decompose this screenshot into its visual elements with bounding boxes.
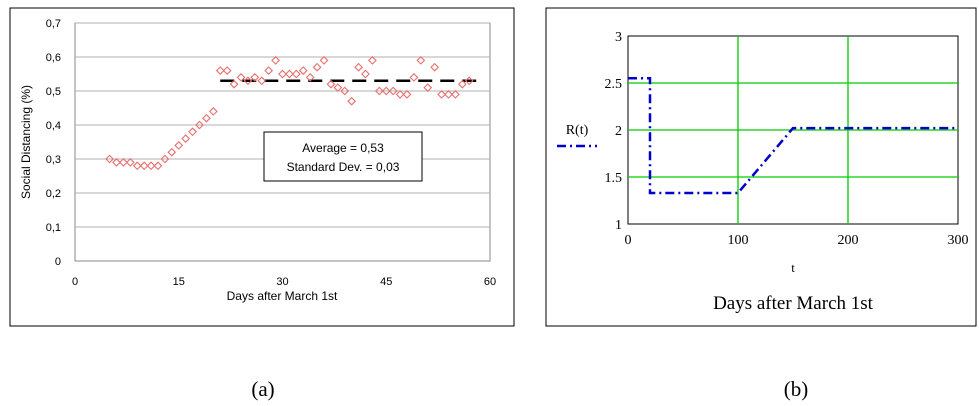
panel-a-x-axis-label: Days after March 1st	[227, 289, 338, 303]
panel-a-y-tick-label: 0,7	[46, 18, 61, 30]
scatter-point	[347, 96, 357, 106]
panel-b-rt-series-line	[628, 77, 958, 195]
panel-a-x-tick-label: 60	[484, 276, 496, 288]
panel-b-x-tick-label: 200	[838, 233, 859, 248]
panel-b: 1 1.5 2 2.5 3 0 100 200 300 R(t) t Days after M…	[545, 7, 977, 327]
scatter-point	[374, 86, 384, 96]
panel-b-y-tick-label: 1	[615, 218, 622, 233]
panel-b-caption-label: Days after March 1st	[713, 293, 874, 314]
panel-a-x-tick-label: 15	[173, 276, 185, 288]
scatter-point	[402, 90, 412, 99]
panel-b-x-tick-label: 0	[625, 233, 632, 248]
scatter-point	[381, 86, 391, 96]
scatter-point	[437, 90, 446, 99]
annotation-box	[263, 131, 423, 182]
panel-a-y-axis-label: Social Distancing (%)	[19, 85, 33, 199]
panel-a-x-tick-labels: 0 15 30 45 60	[72, 276, 496, 288]
scatter-point	[298, 66, 308, 75]
scatter-point	[132, 161, 142, 171]
scatter-point	[160, 154, 170, 164]
scatter-point	[361, 69, 370, 79]
scatter-point	[340, 86, 350, 96]
scatter-point	[167, 147, 177, 157]
scatter-point	[202, 113, 211, 123]
panel-a-y-tick-label: 0,6	[46, 52, 61, 64]
scatter-point	[464, 76, 474, 86]
scatter-point	[457, 79, 467, 89]
scatter-point	[312, 62, 322, 72]
scatter-point	[208, 107, 218, 116]
scatter-point	[146, 161, 156, 171]
scatter-point	[451, 90, 460, 99]
panel-a: 0 0,1 0,2 0,3 0,4 0,5 0,6 0,7 0 15 30 45 60 Average…	[9, 7, 515, 327]
panel-b-y-tick-label: 2	[615, 124, 622, 139]
scatter-point	[416, 56, 426, 65]
panel-a-y-tick-label: 0,5	[46, 86, 61, 98]
panel-a-x-tick-label: 30	[276, 276, 288, 288]
scatter-point	[285, 69, 294, 79]
scatter-point	[105, 154, 114, 164]
scatter-point	[188, 127, 197, 137]
scatter-point	[236, 73, 246, 82]
scatter-point	[278, 69, 287, 79]
scatter-point	[291, 69, 301, 79]
panel-b-y-tick-label: 2.5	[605, 77, 623, 92]
scatter-point	[319, 56, 329, 65]
scatter-point	[444, 90, 453, 99]
panel-b-legend-label: R(t)	[566, 123, 589, 138]
scatter-point	[243, 76, 253, 86]
scatter-point	[326, 79, 336, 89]
scatter-point	[119, 158, 128, 167]
scatter-point	[305, 73, 315, 82]
annotation-std-dev: Standard Dev. = 0,03	[287, 160, 400, 174]
panel-a-y-tick-label: 0,3	[46, 154, 61, 166]
scatter-point	[430, 62, 440, 72]
panel-a-y-tick-label: 0,4	[46, 120, 61, 132]
scatter-point	[229, 79, 239, 89]
panel-a-x-tick-label: 0	[72, 276, 78, 288]
scatter-point	[333, 83, 343, 92]
annotation-average: Average = 0,53	[302, 141, 384, 155]
panel-b-x-tick-label: 300	[948, 233, 969, 248]
scatter-point	[215, 66, 225, 75]
panel-b-y-tick-labels: 1 1.5 2 2.5 3	[605, 30, 623, 233]
scatter-point	[250, 73, 260, 82]
scatter-point	[409, 73, 419, 82]
scatter-point	[395, 90, 405, 99]
panel-a-scatter-points	[105, 56, 474, 171]
scatter-point	[368, 56, 377, 65]
scatter-point	[195, 120, 204, 130]
panel-a-y-tick-label: 0,1	[46, 222, 61, 234]
scatter-point	[354, 62, 363, 72]
scatter-point	[153, 161, 163, 171]
scatter-point	[181, 134, 191, 143]
panel-a-y-tick-labels: 0 0,1 0,2 0,3 0,4 0,5 0,6 0,7	[46, 18, 61, 268]
caption-a: (a)	[251, 377, 274, 401]
caption-b: (b)	[784, 377, 809, 401]
scatter-point	[112, 158, 121, 167]
scatter-point	[222, 66, 232, 75]
panel-a-y-tick-label: 0,2	[46, 188, 61, 200]
panel-b-x-axis-label: t	[791, 260, 795, 275]
scatter-point	[388, 86, 398, 96]
scatter-point	[423, 83, 433, 92]
scatter-point	[125, 158, 135, 167]
scatter-point	[264, 66, 274, 75]
panel-a-x-tick-label: 45	[380, 276, 392, 288]
scatter-point	[139, 161, 149, 171]
panel-b-x-tick-labels: 0 100 200 300	[625, 233, 969, 248]
scatter-point	[271, 56, 280, 65]
panel-a-y-tick-label: 0	[55, 256, 61, 268]
panel-b-y-tick-label: 3	[615, 30, 622, 45]
scatter-point	[257, 76, 267, 86]
panel-b-y-tick-label: 1.5	[605, 171, 623, 186]
scatter-point	[174, 141, 184, 150]
panel-b-x-tick-label: 100	[728, 233, 749, 248]
